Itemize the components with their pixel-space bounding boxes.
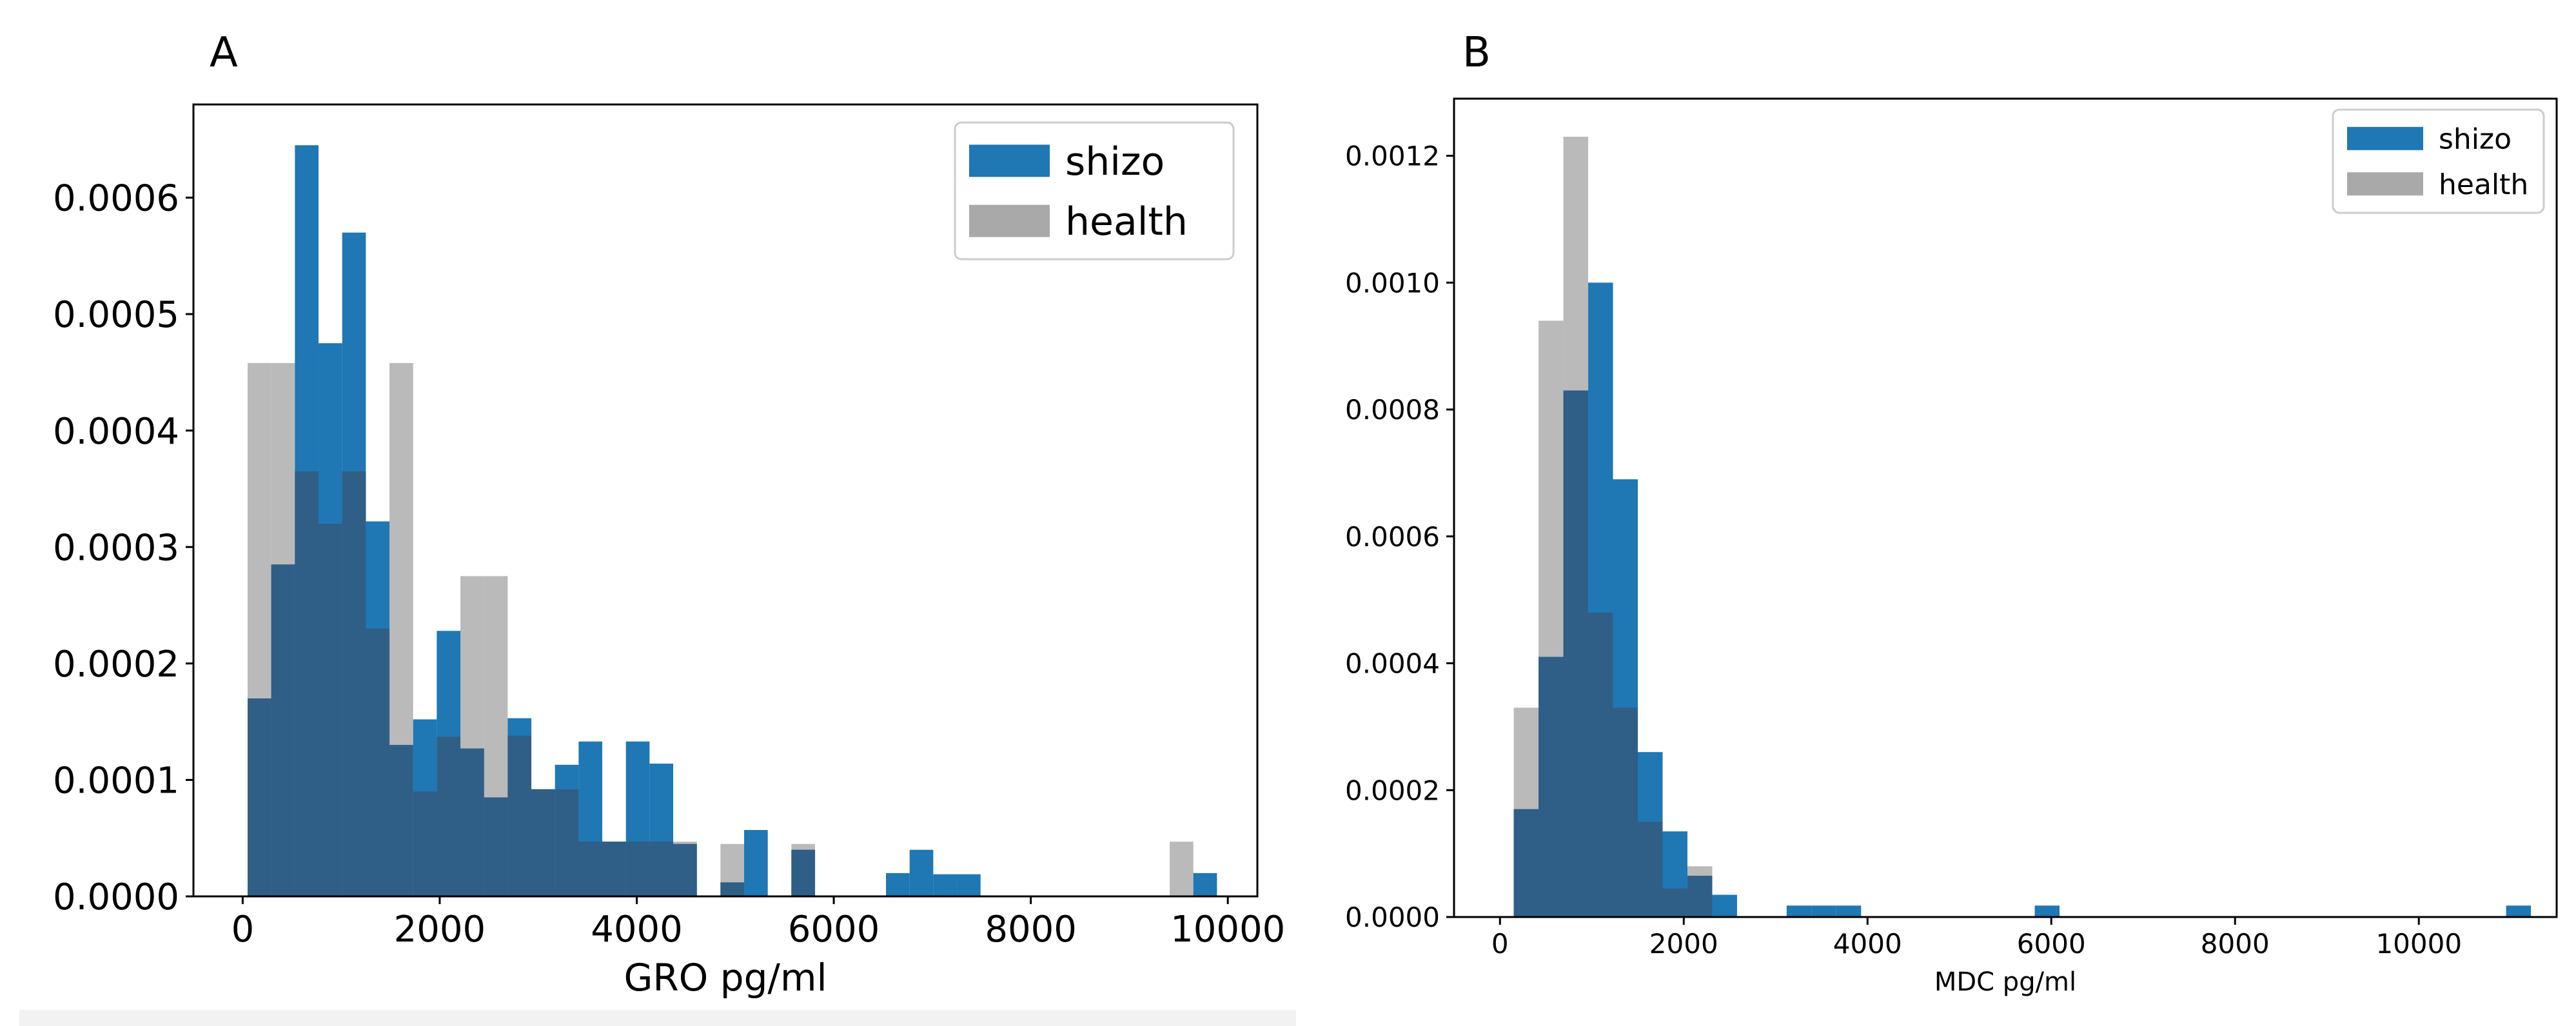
overlap-bar xyxy=(1563,390,1589,917)
x-tick-label: 2000 xyxy=(394,909,486,951)
y-tick-label: 0.0010 xyxy=(1345,267,1440,299)
shizo-bar xyxy=(957,874,981,896)
x-tick-label: 6000 xyxy=(788,909,880,951)
x-tick-label: 0 xyxy=(231,909,255,951)
overlap-bar xyxy=(649,842,674,896)
overlap-bar xyxy=(531,789,555,896)
overlap-bar xyxy=(720,882,745,896)
x-tick-label: 4000 xyxy=(591,909,683,951)
overlap-bar xyxy=(1539,656,1564,917)
legend-swatch-shizo xyxy=(2347,126,2423,150)
x-tick-label: 10000 xyxy=(2375,928,2462,960)
overlap-bar xyxy=(413,791,437,896)
legend-label-health: health xyxy=(1065,199,1188,244)
chart-panel-a: A 0 2000 4000 6000 8000 10000 0.0000 0.0001 0.000… xyxy=(53,29,1285,1000)
panel-label: B xyxy=(1462,29,1491,77)
overlap-bar xyxy=(437,736,461,896)
y-tick-label: 0.0005 xyxy=(53,294,179,336)
overlap-bar xyxy=(319,524,342,896)
shizo-bar xyxy=(1786,905,1812,917)
overlap-bar xyxy=(1613,707,1638,917)
overlap-bar xyxy=(507,735,532,896)
y-tick-label: 0.0002 xyxy=(53,644,179,686)
legend: shizo health xyxy=(954,121,1235,261)
x-axis-label: MDC pg/ml xyxy=(1934,967,2076,997)
y-tick-label: 0.0001 xyxy=(53,760,179,802)
overlap-bar xyxy=(248,698,271,896)
overlap-bar xyxy=(366,628,390,896)
overlap-bar xyxy=(295,471,319,896)
overlap-bar xyxy=(389,745,413,896)
shizo-bar xyxy=(886,873,910,896)
axes-frame xyxy=(1453,97,2558,918)
panel-label: A xyxy=(210,29,238,77)
chart-panel-b: B 0 2000 4000 6000 8000 10000 0.0000 0.0002 0.000… xyxy=(1345,29,2558,997)
overlap-bar xyxy=(460,748,484,896)
overlap-bar xyxy=(1638,822,1663,917)
overlap-bar xyxy=(484,797,508,896)
legend-label-shizo: shizo xyxy=(1065,139,1165,184)
x-tick-label: 4000 xyxy=(1833,928,1902,960)
overlap-bar xyxy=(342,471,366,896)
y-tick-label: 0.0000 xyxy=(1345,902,1440,933)
y-tick-label: 0.0000 xyxy=(53,876,179,918)
legend-swatch-shizo xyxy=(969,144,1050,177)
y-tick-label: 0.0012 xyxy=(1345,141,1440,172)
y-tick-label: 0.0008 xyxy=(1345,394,1440,426)
legend: shizo health xyxy=(2332,108,2545,214)
health-bar xyxy=(1170,842,1194,896)
overlap-bar xyxy=(555,789,579,896)
overlap-bar xyxy=(673,843,697,896)
shizo-bar xyxy=(1836,905,1862,917)
shizo-bar xyxy=(909,849,934,896)
y-tick-label: 0.0004 xyxy=(53,411,179,453)
overlap-bar xyxy=(1513,809,1539,917)
x-tick-label: 10000 xyxy=(1170,909,1285,951)
y-tick-label: 0.0004 xyxy=(1345,648,1440,680)
overlap-bar xyxy=(1687,876,1713,917)
overlap-bar xyxy=(271,564,295,896)
x-axis-label: GRO pg/ml xyxy=(624,956,827,1000)
shizo-bar xyxy=(744,830,768,896)
y-tick-label: 0.0006 xyxy=(53,178,179,220)
x-tick-label: 6000 xyxy=(2017,928,2086,960)
overlap-bar xyxy=(578,842,603,896)
x-tick-label: 2000 xyxy=(1649,928,1718,960)
bottom-strip xyxy=(19,1010,1296,1026)
overlap-bar xyxy=(1588,612,1613,917)
y-tick-label: 0.0006 xyxy=(1345,521,1440,553)
overlap-bar xyxy=(625,842,650,896)
legend-swatch-health xyxy=(969,204,1050,237)
legend-label-shizo: shizo xyxy=(2439,123,2512,156)
legend-swatch-health xyxy=(2347,172,2423,196)
y-tick-label: 0.0003 xyxy=(53,527,179,569)
overlap-bar xyxy=(791,849,816,896)
legend-label-health: health xyxy=(2439,168,2528,201)
shizo-bar xyxy=(1712,894,1737,917)
axes-frame xyxy=(192,103,1259,898)
shizo-bar xyxy=(1193,873,1217,896)
shizo-bar xyxy=(2034,905,2060,917)
shizo-bar xyxy=(933,874,958,896)
y-tick-label: 0.0002 xyxy=(1345,774,1440,806)
overlap-bar xyxy=(602,842,626,896)
shizo-bar xyxy=(1811,905,1836,917)
x-tick-label: 0 xyxy=(1491,928,1509,960)
shizo-bar xyxy=(2506,905,2532,917)
x-tick-label: 8000 xyxy=(2201,928,2270,960)
x-tick-label: 8000 xyxy=(985,909,1077,951)
overlap-bar xyxy=(1662,888,1687,917)
